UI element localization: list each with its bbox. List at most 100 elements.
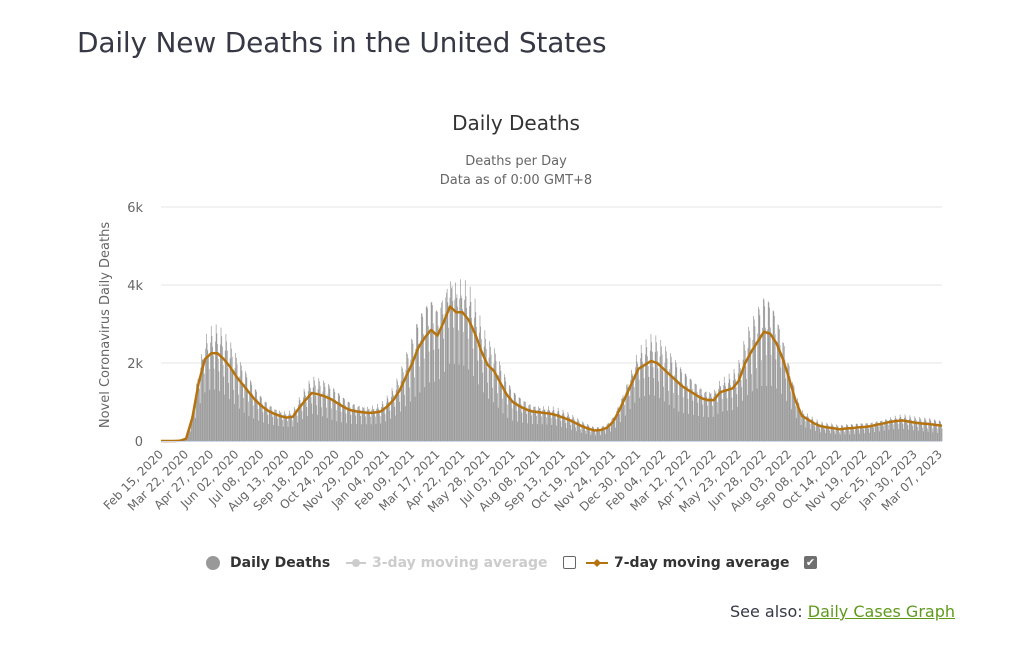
bar — [551, 418, 552, 441]
bar — [288, 415, 289, 441]
bar — [219, 371, 220, 441]
bar — [586, 434, 587, 441]
bar — [360, 416, 361, 441]
bar — [621, 405, 622, 441]
bar — [436, 312, 437, 441]
bar — [906, 419, 907, 441]
bar — [468, 339, 469, 441]
bar — [926, 424, 927, 441]
bar — [620, 422, 621, 441]
bar — [355, 416, 356, 441]
bar — [444, 372, 445, 441]
checkbox-7-day-average[interactable]: ✔ — [804, 556, 817, 569]
bar — [676, 367, 677, 441]
bar — [653, 378, 654, 441]
bar — [675, 360, 676, 441]
bar — [521, 404, 522, 441]
bar — [217, 344, 218, 441]
bar — [762, 328, 763, 441]
bar — [712, 406, 713, 441]
bar — [736, 387, 737, 441]
bar — [401, 366, 402, 441]
y-tick-label: 0 — [135, 435, 143, 450]
bar — [901, 419, 902, 441]
bar — [584, 427, 585, 441]
bar — [775, 334, 776, 441]
bar — [667, 373, 668, 441]
bar — [702, 405, 703, 441]
bar — [302, 419, 303, 441]
bar — [702, 395, 703, 441]
bar — [214, 389, 215, 441]
daily-cases-graph-link[interactable]: Daily Cases Graph — [808, 602, 955, 621]
bar — [415, 397, 416, 441]
bar — [678, 395, 679, 441]
bar — [256, 392, 257, 441]
bar — [903, 424, 904, 441]
bar — [263, 412, 264, 441]
checkbox-3-day-average[interactable] — [563, 556, 576, 569]
bar — [697, 392, 698, 441]
legend-item-daily-deaths[interactable]: Daily Deaths — [205, 552, 330, 574]
bar — [877, 423, 878, 441]
bar — [742, 401, 743, 441]
bar — [681, 369, 682, 441]
bar — [810, 429, 811, 441]
bar — [851, 424, 852, 441]
bar — [316, 405, 317, 441]
bar — [388, 402, 389, 441]
bar — [494, 364, 495, 441]
bar — [532, 424, 533, 441]
bar — [327, 418, 328, 441]
bar — [560, 417, 561, 441]
bar — [813, 422, 814, 441]
bar — [903, 429, 904, 441]
bar — [679, 412, 680, 441]
bar — [515, 393, 516, 441]
legend-item-3-day-average[interactable]: 3-day moving average — [345, 552, 548, 574]
bar — [411, 339, 412, 441]
bar — [342, 407, 343, 441]
legend-item-7-day-average[interactable]: 7-day moving average — [585, 552, 790, 574]
bar — [228, 368, 229, 441]
bar — [582, 421, 583, 441]
bar — [243, 398, 244, 441]
bar — [256, 390, 257, 441]
bar — [558, 408, 559, 441]
bar — [457, 294, 458, 441]
bar — [694, 395, 695, 441]
bar — [370, 417, 371, 441]
bar — [389, 406, 390, 441]
bar — [545, 412, 546, 441]
bar — [547, 425, 548, 441]
bar — [464, 366, 465, 441]
bar — [456, 298, 457, 441]
bar — [682, 383, 683, 441]
bar — [331, 408, 332, 441]
bar — [658, 368, 659, 441]
bar — [511, 398, 512, 441]
bar — [864, 433, 865, 441]
bar — [719, 381, 720, 441]
bar — [731, 390, 732, 441]
bar — [390, 411, 391, 441]
bar — [374, 412, 375, 441]
bar — [858, 426, 859, 441]
bar — [235, 368, 236, 441]
bar — [863, 429, 864, 441]
bar — [336, 410, 337, 441]
bar — [469, 306, 470, 441]
bar — [687, 386, 688, 441]
bar — [720, 387, 721, 441]
bar — [297, 416, 298, 441]
bar — [556, 426, 557, 441]
bar — [706, 397, 707, 441]
bar — [233, 390, 234, 441]
bar — [767, 330, 768, 441]
bar — [205, 392, 206, 441]
bar — [214, 369, 215, 441]
bar — [513, 402, 514, 441]
bar — [573, 417, 574, 441]
bar — [387, 396, 388, 441]
legend-label: 3-day moving average — [372, 555, 548, 571]
